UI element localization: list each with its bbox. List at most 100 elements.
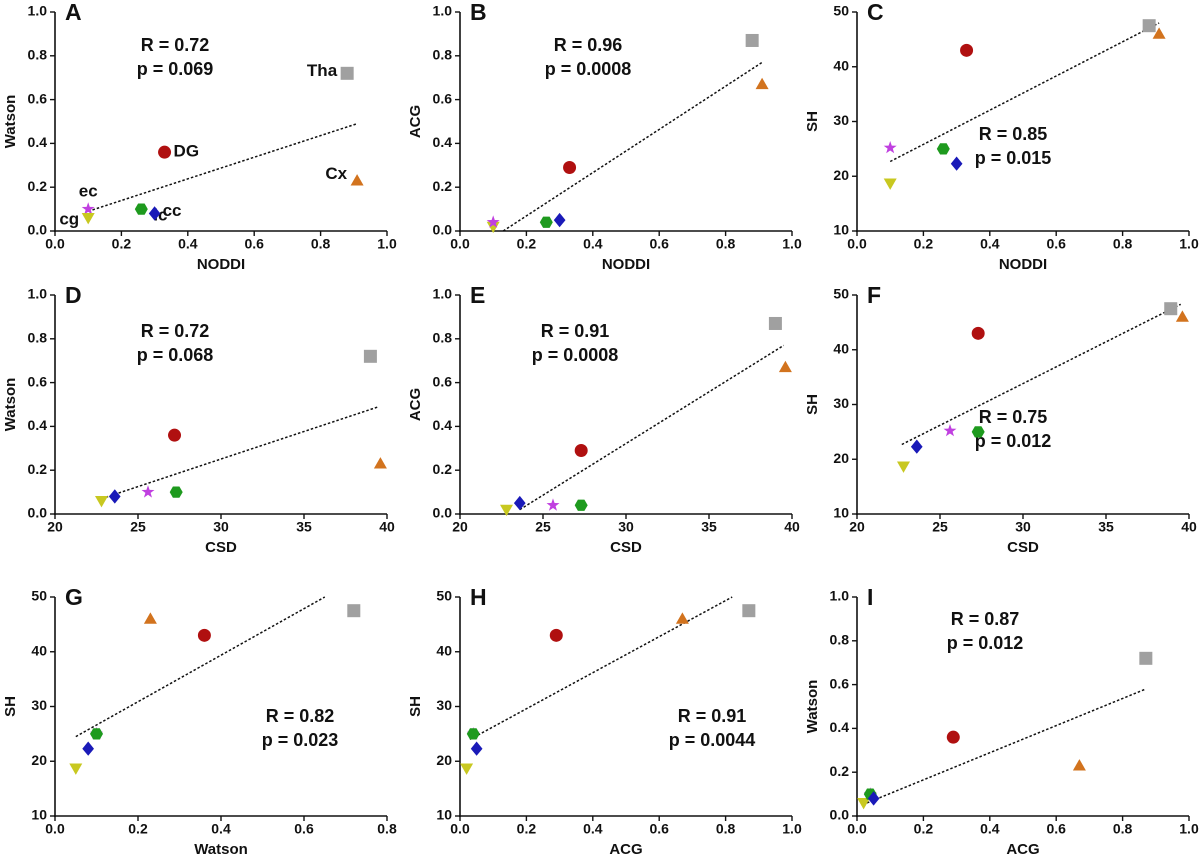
- point: [350, 174, 364, 186]
- y-tick-label: 40: [833, 57, 849, 73]
- panel-letter: A: [65, 0, 82, 25]
- point: [347, 604, 361, 618]
- y-tick-label: 0.8: [830, 632, 850, 648]
- x-tick-label: 35: [701, 519, 717, 535]
- y-tick-label: 50: [833, 3, 849, 19]
- x-tick-label: 20: [849, 519, 865, 535]
- y-tick-label: 10: [31, 807, 47, 823]
- x-axis-label: Watson: [194, 841, 248, 857]
- y-tick-label: 30: [436, 697, 452, 713]
- fit-line: [101, 405, 379, 500]
- x-tick-label: 30: [213, 519, 229, 535]
- point: [867, 791, 880, 806]
- point: [755, 77, 769, 90]
- point: [513, 495, 526, 511]
- y-tick-label: 0.8: [28, 330, 48, 346]
- y-tick-label: 40: [436, 642, 452, 658]
- point: [742, 604, 756, 618]
- panel-letter: F: [867, 282, 881, 308]
- annotation: R = 0.75: [979, 407, 1048, 427]
- point: [1139, 651, 1153, 665]
- point: [553, 212, 566, 228]
- y-tick-label: 50: [31, 588, 47, 604]
- panel-letter: E: [470, 282, 485, 308]
- point: [82, 741, 94, 756]
- panel-letter: C: [867, 0, 884, 25]
- point: [546, 498, 560, 511]
- y-axis-label: SH: [2, 696, 19, 717]
- x-tick-label: 0.6: [244, 236, 264, 252]
- point: [1152, 27, 1166, 39]
- point-label: cg: [59, 209, 79, 228]
- point: [943, 424, 957, 437]
- y-tick-label: 40: [833, 340, 849, 356]
- y-tick-label: 30: [833, 395, 849, 411]
- fit-line: [469, 596, 733, 741]
- x-tick-label: 0.4: [178, 236, 198, 252]
- point: [897, 461, 910, 473]
- y-tick-label: 0.8: [28, 47, 48, 63]
- annotation: p = 0.068: [137, 345, 214, 365]
- x-tick-label: 20: [452, 519, 468, 535]
- x-tick-label: 35: [296, 519, 312, 535]
- panel-letter: B: [470, 0, 487, 25]
- point: [373, 457, 387, 469]
- fit-line: [866, 688, 1147, 804]
- x-axis-label: NODDI: [197, 256, 245, 273]
- annotation: p = 0.023: [262, 730, 339, 750]
- annotation: R = 0.91: [541, 321, 610, 341]
- point: [883, 141, 897, 154]
- annotation: R = 0.87: [951, 609, 1020, 629]
- point: [946, 730, 960, 744]
- y-tick-label: 0.6: [28, 90, 48, 106]
- point: [857, 798, 871, 810]
- point: [950, 156, 963, 171]
- x-tick-label: 0.2: [517, 236, 537, 252]
- x-tick-label: 0.2: [112, 236, 132, 252]
- y-tick-label: 0.0: [28, 222, 48, 238]
- y-axis-label: SH: [804, 111, 821, 132]
- x-tick-label: 0.8: [716, 821, 736, 837]
- x-tick-label: 0.0: [45, 821, 65, 837]
- point: [470, 741, 483, 756]
- annotation: R = 0.82: [266, 706, 335, 726]
- point: [745, 33, 759, 47]
- annotation: p = 0.0044: [669, 730, 756, 750]
- y-tick-label: 1.0: [830, 588, 850, 604]
- y-tick-label: 0.2: [433, 461, 453, 477]
- x-tick-label: 25: [932, 519, 948, 535]
- x-tick-label: 0.4: [211, 821, 231, 837]
- fit-line: [502, 61, 763, 232]
- x-tick-label: 40: [1181, 519, 1197, 535]
- x-axis-label: NODDI: [999, 256, 1047, 273]
- x-axis-label: NODDI: [602, 256, 650, 273]
- x-tick-label: 0.6: [294, 821, 314, 837]
- x-axis-label: CSD: [205, 539, 237, 556]
- point: [148, 206, 161, 221]
- point: [778, 360, 792, 373]
- x-tick-label: 1.0: [1179, 821, 1199, 837]
- y-tick-label: 1.0: [433, 3, 453, 19]
- y-tick-label: 10: [833, 505, 849, 521]
- x-tick-label: 0.8: [1113, 821, 1133, 837]
- annotation: R = 0.91: [678, 706, 747, 726]
- y-tick-label: 0.6: [830, 675, 850, 691]
- x-tick-label: 0.4: [980, 236, 1000, 252]
- y-tick-label: 50: [833, 286, 849, 302]
- point: [486, 215, 500, 228]
- x-tick-label: 0.2: [914, 236, 934, 252]
- point: [81, 202, 95, 215]
- y-tick-label: 30: [31, 697, 47, 713]
- x-tick-label: 0.4: [583, 821, 603, 837]
- point-label: DG: [174, 142, 200, 161]
- y-tick-label: 0.6: [28, 373, 48, 389]
- y-tick-label: 50: [436, 588, 452, 604]
- annotation: p = 0.0008: [545, 59, 632, 79]
- x-tick-label: 0.6: [649, 821, 669, 837]
- x-tick-label: 30: [1015, 519, 1031, 535]
- y-tick-label: 20: [833, 167, 849, 183]
- annotation: p = 0.069: [137, 59, 214, 79]
- point: [466, 728, 480, 740]
- y-tick-label: 1.0: [433, 286, 453, 302]
